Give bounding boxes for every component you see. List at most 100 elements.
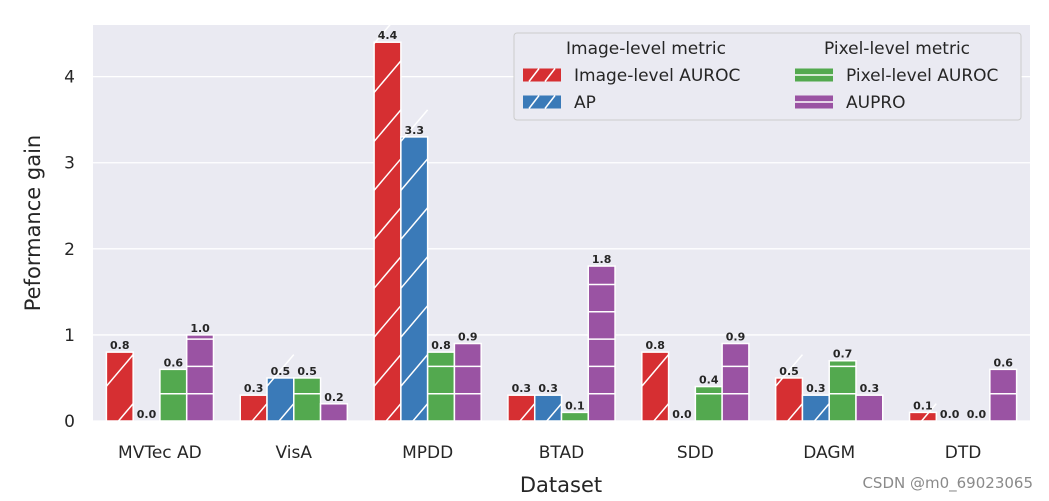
bar-outline xyxy=(105,351,134,421)
value-label: 0.6 xyxy=(164,356,184,369)
bar-group xyxy=(533,394,563,421)
value-label: 0.0 xyxy=(137,408,157,421)
bar-group xyxy=(373,25,402,421)
bar-outline xyxy=(587,265,616,421)
bar-aupro-dagm xyxy=(855,395,883,421)
hatch-line xyxy=(400,207,429,240)
watermark: CSDN @m0_69023065 xyxy=(862,474,1033,493)
legend-frame xyxy=(513,32,1022,121)
y-tick-label: 4 xyxy=(64,68,75,88)
bar-pixel-level-auroc-sdd xyxy=(695,386,723,421)
y-tick-label: 0 xyxy=(64,412,75,432)
x-tick-label: VisA xyxy=(276,443,313,463)
hatch-line xyxy=(519,403,536,421)
value-label: 0.8 xyxy=(431,339,451,352)
y-tick-label: 3 xyxy=(64,154,75,174)
value-label: 0.3 xyxy=(538,382,558,395)
bar-group xyxy=(694,385,723,421)
x-axis-label: Dataset xyxy=(520,473,602,497)
bars xyxy=(105,25,1018,421)
bar-aupro-mvtec-ad xyxy=(186,334,214,421)
value-label: 0.1 xyxy=(565,399,585,412)
x-tick-label: DTD xyxy=(945,443,982,463)
value-label: 0.4 xyxy=(699,374,719,387)
bar-pixel-level-auroc-dagm xyxy=(829,360,856,421)
hatch-line xyxy=(920,403,937,421)
bar-group xyxy=(855,394,884,421)
legend-item: AUPRO xyxy=(795,93,906,113)
legend-title-image-level: Image-level metric xyxy=(566,39,726,59)
bar-outline xyxy=(641,351,670,421)
bar-outline xyxy=(989,368,1018,421)
hatch-line xyxy=(373,305,402,338)
hatch-line xyxy=(373,207,402,240)
hatch-line xyxy=(373,256,402,289)
bar-group xyxy=(721,342,750,421)
legend: Image-level metric Pixel-level metric Im… xyxy=(513,32,1022,121)
hatch-line xyxy=(545,403,563,421)
bar-outline xyxy=(319,403,349,421)
x-tick-label: MPDD xyxy=(402,443,453,463)
bar-aupro-btad xyxy=(588,266,616,421)
x-tick-labels: MVTec AD VisA MPDD BTAD SDD DAGM DTD xyxy=(118,443,981,463)
legend-title-pixel-level: Pixel-level metric xyxy=(824,39,970,59)
bar-group xyxy=(266,354,295,421)
bar-group xyxy=(159,368,188,421)
bar-group xyxy=(774,354,804,421)
hatch-line xyxy=(775,354,804,387)
hatch-line xyxy=(528,68,540,82)
hatch-line xyxy=(528,95,540,109)
bar-group xyxy=(105,351,134,421)
value-label: 0.0 xyxy=(940,408,960,421)
value-label: 0.8 xyxy=(110,339,130,352)
bar-group xyxy=(507,394,536,421)
bar-outline xyxy=(533,394,563,421)
bar-aupro-mpdd xyxy=(454,343,482,421)
bar-group xyxy=(319,403,349,421)
value-labels: 0.8 0.0 0.6 1.0 0.3 0.5 0.5 0.2 4.4 3.3 0.8 0.9 0.3 0… xyxy=(110,29,1013,421)
y-tick-labels: 0 1 2 3 4 xyxy=(64,68,75,432)
hatch-line xyxy=(400,109,429,142)
bar-group xyxy=(989,368,1018,421)
legend-item: Pixel-level AUROC xyxy=(795,66,998,86)
bar-outline xyxy=(293,377,322,421)
hatch-line xyxy=(278,403,295,421)
bar-group xyxy=(828,359,857,421)
value-label: 0.3 xyxy=(860,382,880,395)
legend-label: Image-level AUROC xyxy=(574,66,740,86)
y-tick-label: 1 xyxy=(64,326,75,346)
bar-image-level-auroc-mpdd xyxy=(374,42,401,421)
y-tick-label: 2 xyxy=(64,240,75,260)
hatch-line xyxy=(786,403,804,421)
value-label: 0.2 xyxy=(324,391,344,404)
hatch-line xyxy=(373,25,391,44)
bar-outline xyxy=(721,342,750,421)
legend-label: Pixel-level AUROC xyxy=(846,66,998,86)
legend-item: AP xyxy=(523,93,596,113)
value-label: 1.0 xyxy=(190,322,210,335)
bar-group xyxy=(801,394,830,421)
hatch-line xyxy=(373,109,402,142)
hatch-line xyxy=(652,403,670,421)
hatch-line xyxy=(373,158,402,191)
value-label: 0.5 xyxy=(779,365,799,378)
x-tick-label: BTAD xyxy=(539,443,584,463)
bar-aupro-dtd xyxy=(989,369,1017,421)
hatch-line xyxy=(117,403,134,421)
bar-ap-mpdd xyxy=(400,136,428,421)
hatch-line xyxy=(385,403,402,421)
value-label: 0.5 xyxy=(297,365,317,378)
hatch-line xyxy=(544,95,556,109)
bar-image-level-auroc-sdd xyxy=(641,352,669,421)
value-label: 0.3 xyxy=(244,382,264,395)
value-label: 0.5 xyxy=(271,365,291,378)
bar-pixel-level-auroc-mvtec-ad xyxy=(159,369,187,421)
hatch-line xyxy=(105,354,134,387)
bar-group xyxy=(453,342,482,421)
bar-group xyxy=(560,411,590,421)
value-label: 0.1 xyxy=(913,399,933,412)
bar-ap-visa xyxy=(267,377,294,421)
hatch-line xyxy=(813,403,830,421)
hatch-line xyxy=(373,60,402,93)
